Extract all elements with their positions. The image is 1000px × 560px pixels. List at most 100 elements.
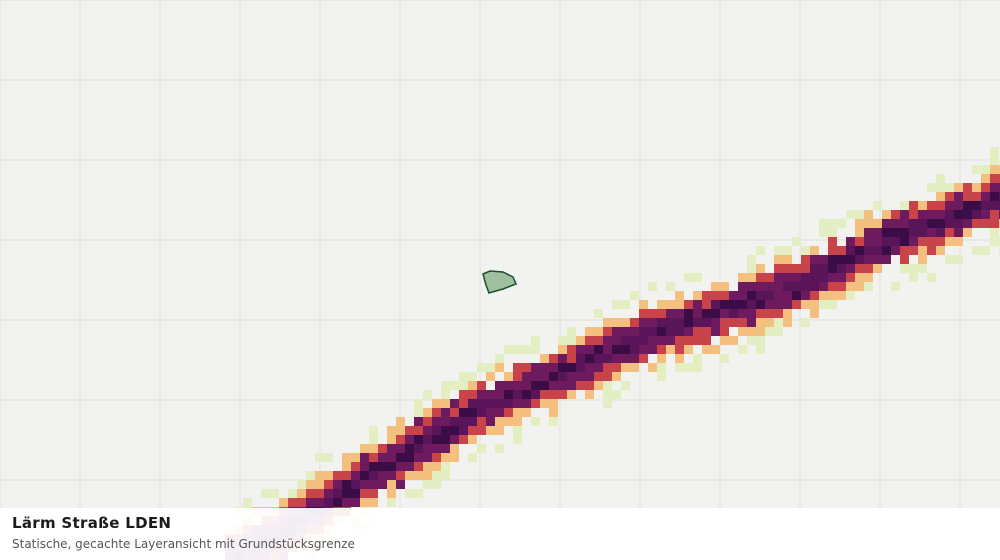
noise-cell [612, 390, 621, 399]
noise-cell [324, 480, 333, 489]
noise-cell [396, 453, 405, 462]
noise-cell [945, 210, 954, 219]
noise-cell [540, 381, 549, 390]
noise-cell [369, 444, 378, 453]
noise-cell [414, 471, 423, 480]
noise-cell [261, 489, 270, 498]
noise-cell [567, 327, 576, 336]
noise-cell [549, 363, 558, 372]
noise-cell [846, 273, 855, 282]
noise-cell [369, 471, 378, 480]
noise-cell [828, 300, 837, 309]
noise-cell [630, 354, 639, 363]
noise-cell [270, 489, 279, 498]
noise-cell [720, 327, 729, 336]
noise-cell [612, 318, 621, 327]
noise-cell [567, 390, 576, 399]
noise-cell [594, 354, 603, 363]
noise-cell [666, 318, 675, 327]
noise-cell [729, 300, 738, 309]
noise-cell [855, 228, 864, 237]
noise-cell [450, 426, 459, 435]
noise-cell [729, 336, 738, 345]
noise-cell [441, 453, 450, 462]
noise-cell [927, 201, 936, 210]
noise-cell [855, 237, 864, 246]
noise-cell [774, 291, 783, 300]
noise-cell [711, 309, 720, 318]
noise-cell [441, 399, 450, 408]
noise-cell [306, 489, 315, 498]
noise-cell [486, 417, 495, 426]
noise-cell [288, 489, 297, 498]
noise-cell [513, 390, 522, 399]
noise-cell [702, 345, 711, 354]
noise-cell [657, 345, 666, 354]
noise-cell [738, 318, 747, 327]
noise-cell [666, 345, 675, 354]
noise-cell [936, 237, 945, 246]
noise-cell [522, 381, 531, 390]
noise-cell [540, 399, 549, 408]
noise-cell [594, 336, 603, 345]
noise-cell [468, 399, 477, 408]
noise-cell [927, 210, 936, 219]
noise-cell [972, 210, 981, 219]
noise-cell [342, 489, 351, 498]
noise-cell [981, 165, 990, 174]
noise-cell [360, 471, 369, 480]
noise-cell [405, 435, 414, 444]
noise-cell [441, 417, 450, 426]
noise-cell [540, 354, 549, 363]
noise-cell [774, 273, 783, 282]
noise-cell [495, 390, 504, 399]
noise-cell [324, 498, 333, 507]
noise-cell [846, 282, 855, 291]
noise-cell [603, 390, 612, 399]
noise-cell [459, 426, 468, 435]
noise-cell [864, 210, 873, 219]
noise-cell [819, 300, 828, 309]
noise-cell [738, 327, 747, 336]
noise-cell [855, 273, 864, 282]
noise-cell [504, 408, 513, 417]
noise-cell [513, 408, 522, 417]
noise-cell [441, 462, 450, 471]
noise-cell [648, 318, 657, 327]
noise-cell [747, 336, 756, 345]
noise-cell [666, 300, 675, 309]
noise-cell [576, 345, 585, 354]
noise-cell [918, 201, 927, 210]
noise-cell [729, 309, 738, 318]
noise-cell [954, 201, 963, 210]
noise-cell [558, 390, 567, 399]
noise-cell [567, 372, 576, 381]
noise-cell [792, 291, 801, 300]
noise-cell [702, 291, 711, 300]
noise-cell [990, 219, 999, 228]
noise-cell [567, 381, 576, 390]
noise-cell [531, 417, 540, 426]
noise-cell [864, 264, 873, 273]
noise-cell [414, 435, 423, 444]
noise-cell [702, 336, 711, 345]
parcel-boundary[interactable] [482, 270, 517, 294]
noise-cell [603, 363, 612, 372]
noise-cell [891, 210, 900, 219]
noise-cell [387, 426, 396, 435]
noise-cell [855, 210, 864, 219]
noise-cell [774, 309, 783, 318]
noise-cell [387, 471, 396, 480]
noise-cell [828, 255, 837, 264]
noise-cell [972, 192, 981, 201]
noise-cell [441, 471, 450, 480]
noise-cell [675, 300, 684, 309]
noise-cell [558, 336, 567, 345]
noise-cell [603, 381, 612, 390]
noise-cell [972, 165, 981, 174]
noise-cell [612, 372, 621, 381]
noise-cell [900, 210, 909, 219]
noise-cell [693, 273, 702, 282]
noise-cell [513, 417, 522, 426]
noise-cell [918, 255, 927, 264]
